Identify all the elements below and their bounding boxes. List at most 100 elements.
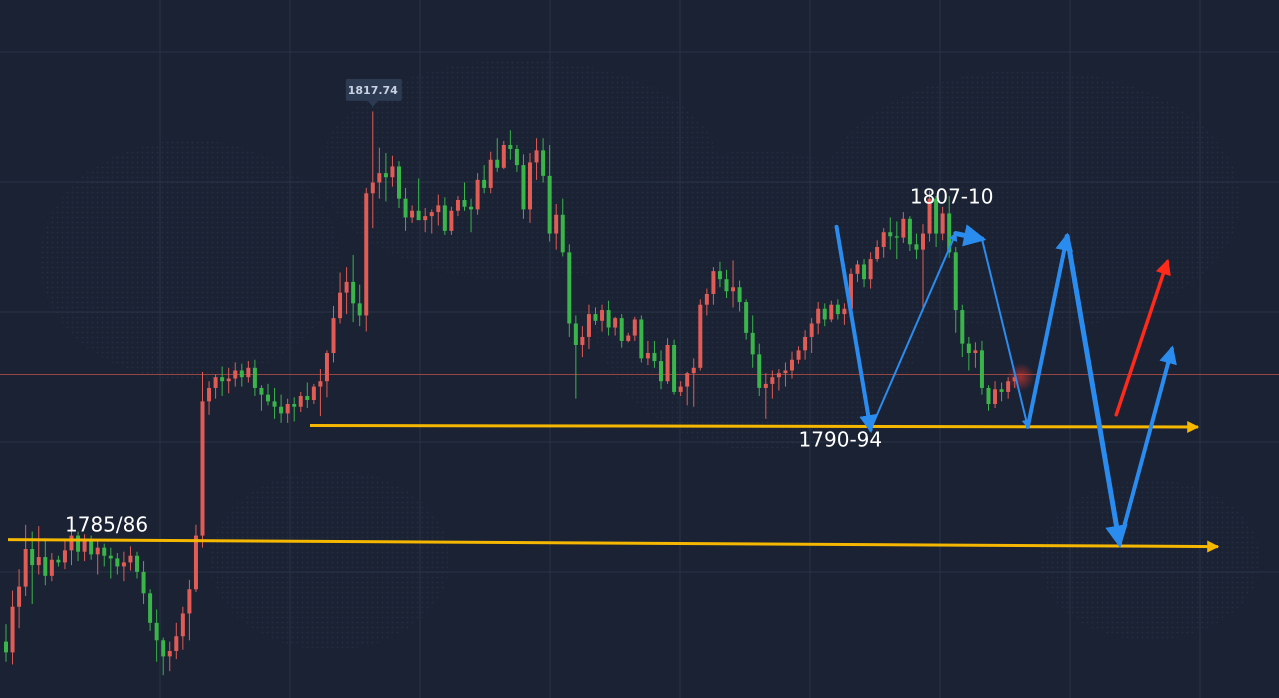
support-line-lower [7,538,1220,553]
candle-body [76,535,81,552]
candle [410,205,415,223]
candle-body [796,350,801,360]
candle-body [999,389,1004,392]
candle-body [318,381,323,387]
candle [43,538,48,586]
candle-body [541,150,546,176]
candle [108,547,113,579]
candle [102,543,107,567]
candle-body [252,367,257,388]
candle [344,267,349,315]
candle-body [757,354,762,388]
candle-body [973,350,978,354]
candle [357,284,362,327]
candle [377,147,382,199]
candle [717,261,722,288]
candle-body [835,304,840,315]
candle-body [790,359,794,371]
candle-body [1006,381,1011,392]
candle [534,138,539,180]
candle-body [632,319,637,336]
candle-body [776,373,781,378]
candle [207,381,212,415]
candle [390,155,395,187]
projection-arrow-1 [869,231,958,431]
candle [30,531,35,605]
candle-body [449,210,454,231]
candle-body [750,332,755,355]
candle-body [501,144,506,168]
candle [10,590,15,665]
candle-body [36,557,41,566]
candle-body [711,271,716,294]
candle-body [266,394,270,402]
candle-body [442,205,447,231]
candle-body [724,279,729,292]
candle-body [49,559,54,576]
candle-body [115,558,120,567]
candle-body [272,401,277,407]
candle [495,138,500,172]
candle-body [180,613,185,637]
candle-body [154,622,159,641]
candle-body [888,232,893,237]
candle [521,154,526,219]
candle [999,382,1004,402]
candle [868,252,873,289]
candle [167,641,172,672]
candle-body [586,314,591,337]
candle-body [783,370,788,374]
candle [835,299,840,320]
candle-body [331,318,336,354]
candle-body [364,193,369,316]
candle-body [403,198,408,218]
high-price-tag-box [345,78,402,101]
candle-body [338,292,343,319]
candle [95,539,100,575]
candle [678,381,683,396]
candle-body [875,246,880,260]
candle [508,130,513,160]
candle [619,314,624,348]
candle [482,165,487,194]
candle [744,299,749,340]
candle-body [259,387,264,395]
candle-body [678,386,683,392]
candle [469,198,474,233]
candle-body [62,550,67,563]
candle [979,340,984,395]
candle [501,140,506,170]
projection-arrow-2 [953,224,987,247]
candle-body [226,378,231,382]
candle [953,246,958,333]
candle [790,351,794,379]
candle [324,350,329,398]
candle-body [377,173,382,183]
candle-body [907,218,912,245]
candle [318,369,323,417]
candle [626,332,631,343]
candle [822,303,827,327]
candle-body [23,549,28,587]
candle [770,370,775,399]
candle [613,316,618,336]
candle-body [534,150,539,163]
candle [128,546,133,571]
candle-body [174,636,179,652]
candle [750,315,755,368]
candle [580,326,585,358]
candle [135,551,139,579]
candle-body [927,198,932,234]
candle-body [95,547,100,555]
candle [547,144,552,242]
candlestick-series [4,111,1035,676]
candle-body [580,336,585,345]
candle-body [383,173,388,178]
candle-body [475,179,480,210]
candle [934,195,939,247]
candle [783,362,788,387]
candle [645,340,650,366]
candle-body [82,539,87,552]
